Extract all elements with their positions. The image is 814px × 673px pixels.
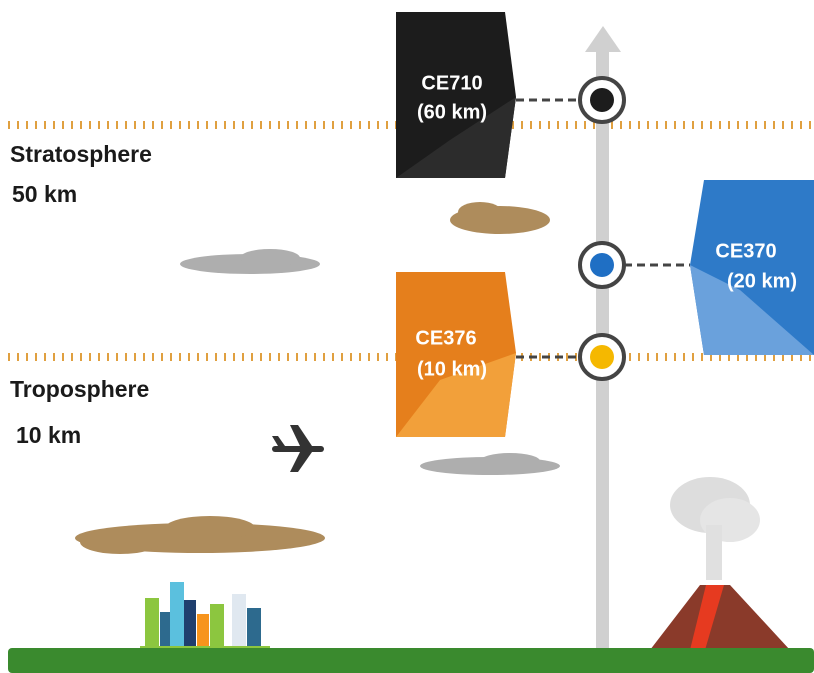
instrument-model: CE376 — [415, 327, 476, 349]
layer-name: Stratosphere — [10, 141, 152, 167]
cloud — [450, 202, 550, 234]
instrument-altitude: (10 km) — [417, 358, 487, 380]
cloud — [420, 453, 560, 475]
layer-height: 10 km — [16, 422, 81, 448]
instrument-ce376: CE376 (10 km) — [396, 272, 624, 437]
layer-name: Troposphere — [10, 376, 149, 402]
layer-height: 50 km — [12, 181, 77, 207]
instrument-altitude: (60 km) — [417, 101, 487, 123]
cloud — [75, 516, 325, 554]
instrument-model: CE710 — [421, 72, 482, 94]
instrument-model: CE370 — [715, 240, 776, 262]
diagram: Stratosphere 50 km Troposphere 10 km CE7… — [0, 0, 814, 673]
volcano — [650, 477, 790, 650]
cloud — [180, 249, 320, 274]
city — [140, 582, 270, 651]
ground — [8, 648, 814, 673]
instrument-ce370: CE370 (20 km) — [580, 180, 814, 355]
airplane — [272, 425, 324, 472]
axis-arrowhead — [585, 26, 621, 52]
instrument-altitude: (20 km) — [727, 270, 797, 292]
instrument-ce710: CE710 (60 km) — [396, 12, 624, 178]
